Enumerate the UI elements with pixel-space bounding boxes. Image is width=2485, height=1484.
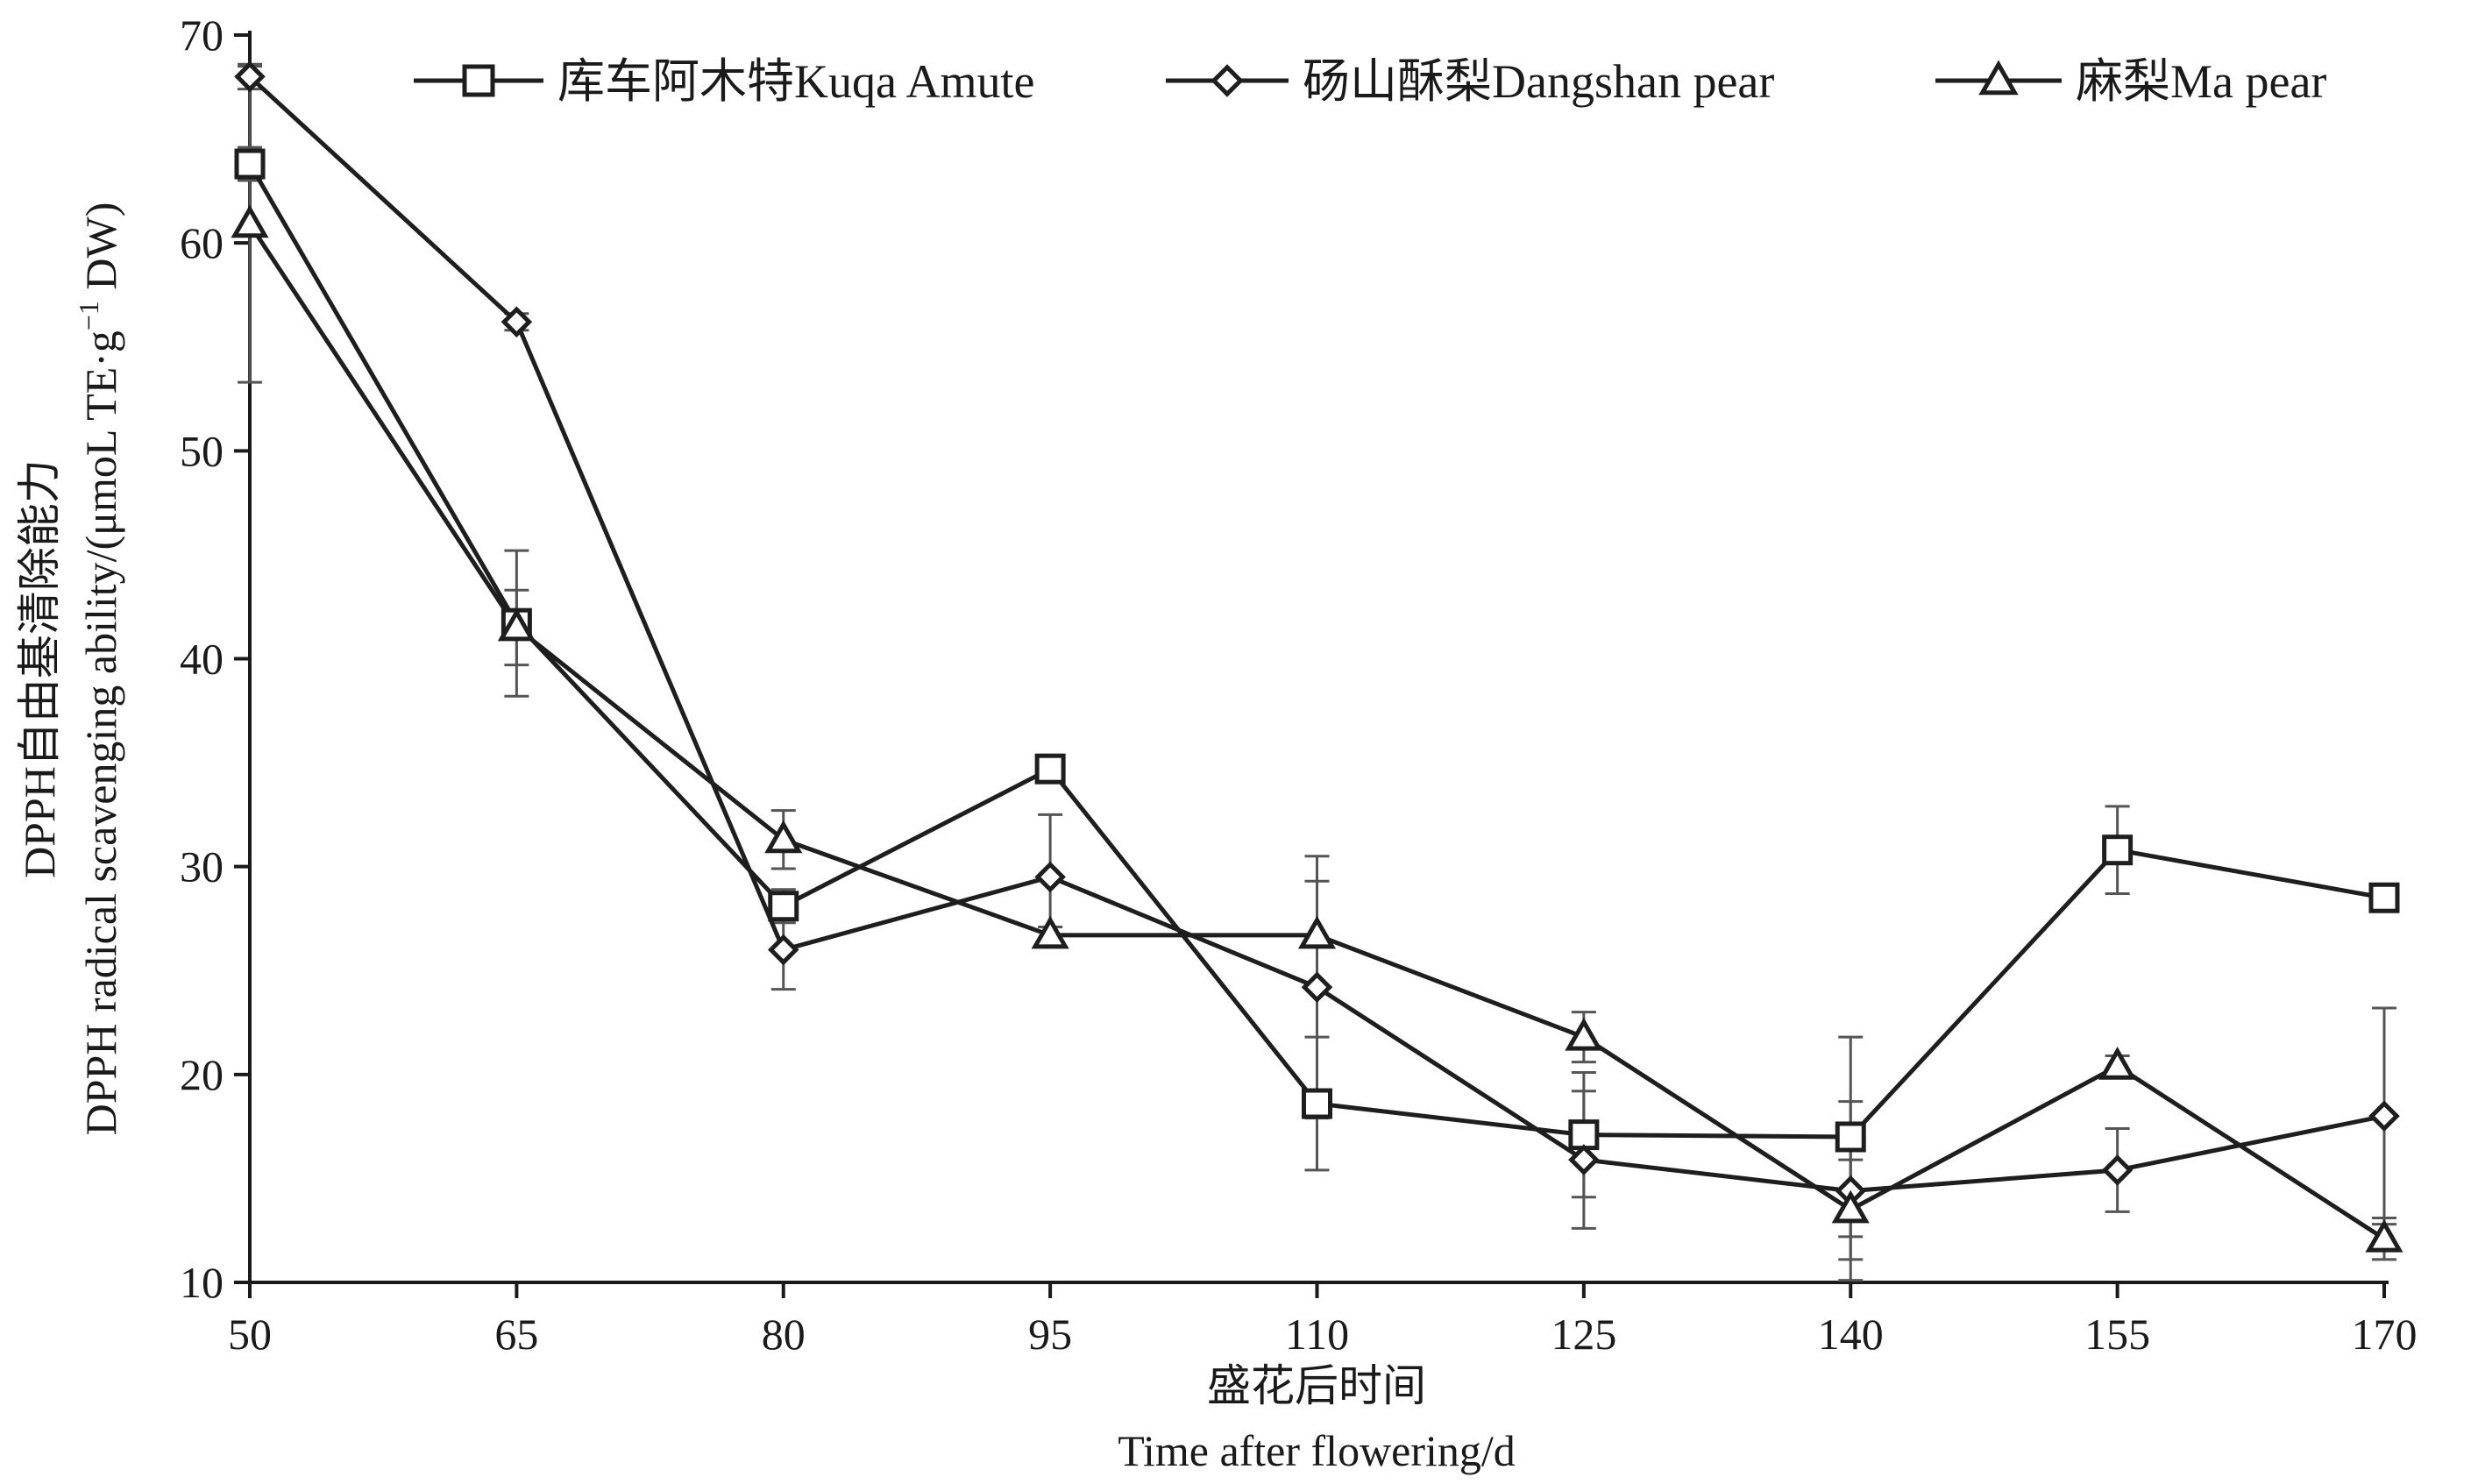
y-axis-title-english: DPPH radical scavenging ability/(μmoL TE… [73, 202, 125, 1136]
legend-marker-square [462, 64, 495, 97]
y-tick-label: 10 [180, 1258, 224, 1307]
data-point-triangle [2365, 1218, 2403, 1253]
x-tick-label: 80 [762, 1310, 806, 1359]
data-point-triangle [2098, 1047, 2137, 1080]
x-tick-label: 50 [228, 1310, 272, 1359]
x-tick-label: 155 [2084, 1310, 2150, 1359]
x-tick-label: 170 [2352, 1310, 2418, 1359]
data-point-triangle [231, 204, 269, 238]
x-tick-label: 125 [1551, 1310, 1616, 1359]
data-point-square [1302, 1088, 1332, 1119]
data-point-triangle [1565, 1017, 1603, 1051]
data-point-diamond [2101, 1154, 2134, 1186]
data-point-diamond [1034, 861, 1066, 893]
y-tick-label: 60 [180, 218, 224, 267]
legend-label-triangle: 麻梨Ma pear [2076, 55, 2326, 108]
y-axis-title-english-main: DPPH radical scavenging ability/(μmoL TE… [76, 330, 125, 1135]
x-tick-label: 95 [1028, 1310, 1072, 1359]
data-point-diamond [767, 934, 799, 966]
data-point-square [768, 891, 799, 922]
legend-label-diamond: 砀山酥梨Dangshan pear [1303, 55, 1774, 108]
y-axis-title-english-superscript: −1 [73, 301, 104, 330]
y-tick-label: 50 [180, 426, 224, 475]
data-point-square [2368, 882, 2400, 913]
data-point-triangle [1297, 915, 1337, 949]
data-point-triangle [764, 820, 803, 854]
x-tick-label: 65 [494, 1310, 538, 1359]
x-axis-title-english: Time after flowering/d [1118, 1426, 1516, 1475]
data-point-diamond [501, 306, 533, 338]
legend-marker-diamond [1211, 64, 1244, 97]
data-point-triangle [497, 607, 536, 642]
data-point-diamond [1568, 1144, 1600, 1175]
data-point-square [234, 148, 266, 180]
legend: 库车阿木特Kuqa Amute 砀山酥梨Dangshan pear 麻梨Ma pea… [414, 55, 2326, 108]
data-point-square [1835, 1121, 1866, 1153]
data-point-square [1034, 753, 1066, 785]
y-tick-label: 20 [180, 1050, 224, 1099]
x-axis-title-chinese: 盛花后时间 [1207, 1361, 1426, 1410]
x-tick-label: 140 [1818, 1310, 1884, 1359]
data-point-diamond [1301, 971, 1333, 1004]
data-point-square [2102, 834, 2134, 866]
markers-layer [231, 60, 2403, 1253]
data-point-diamond [2368, 1100, 2400, 1133]
y-tick-label: 70 [180, 11, 224, 60]
axes-layer: 50 65 80 95 110 125 140 155 170 10 20 30 40 50 60 70 [180, 11, 2418, 1359]
data-point-square [1568, 1119, 1600, 1151]
legend-label-square: 库车阿木特Kuqa Amute [557, 55, 1034, 108]
axis-titles-layer: 盛花后时间 Time after flowering/d DPPH自由基清除能力… [15, 202, 1516, 1475]
y-tick-label: 30 [180, 842, 224, 891]
data-point-diamond [234, 60, 266, 93]
data-point-triangle [1831, 1189, 1870, 1224]
y-axis-title-english-tail: DW) [76, 202, 125, 301]
data-point-triangle [1031, 915, 1069, 949]
y-axis-title-chinese: DPPH自由基清除能力 [15, 459, 64, 878]
x-tick-label: 110 [1285, 1310, 1349, 1359]
y-tick-label: 40 [180, 635, 224, 684]
legend-marker-triangle [1978, 60, 2019, 96]
